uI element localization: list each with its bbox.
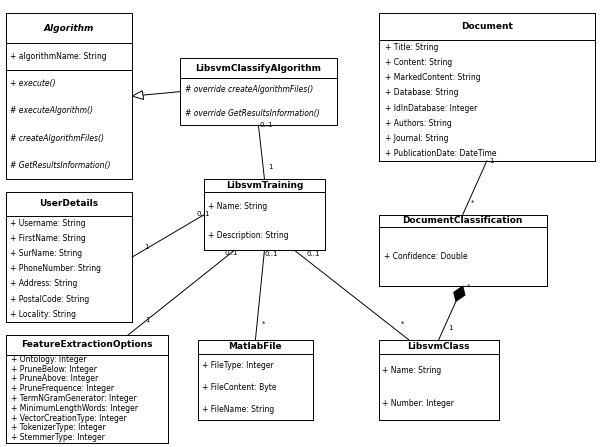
Text: + TermNGramGenerator: Integer: + TermNGramGenerator: Integer [11, 394, 136, 403]
Text: + MarkedContent: String: + MarkedContent: String [385, 73, 481, 82]
Text: + Address: String: + Address: String [10, 279, 77, 288]
Text: + Ontology: Integer: + Ontology: Integer [11, 355, 87, 364]
Text: + PostalCode: String: + PostalCode: String [10, 295, 89, 304]
Text: + Confidence: Double: + Confidence: Double [383, 252, 468, 261]
Text: 0..1: 0..1 [260, 122, 273, 128]
Text: # override createAlgorithmFiles(): # override createAlgorithmFiles() [185, 85, 313, 94]
Text: + FileType: Integer: + FileType: Integer [202, 361, 273, 370]
Text: LibsvmClassifyAlgorithm: LibsvmClassifyAlgorithm [195, 63, 322, 73]
Polygon shape [132, 91, 144, 100]
Text: + IdInDatabase: Integer: + IdInDatabase: Integer [385, 104, 477, 113]
Text: MatlabFile: MatlabFile [228, 342, 282, 351]
Text: 0..1: 0..1 [264, 251, 278, 257]
Text: *: * [467, 283, 471, 289]
Bar [379, 13, 595, 161]
Text: DocumentClassification: DocumentClassification [403, 216, 523, 225]
Text: + TokenizerType: Integer: + TokenizerType: Integer [11, 423, 106, 432]
Text: 1: 1 [145, 316, 150, 323]
Text: + algorithmName: String: + algorithmName: String [10, 52, 106, 61]
Text: *: * [471, 200, 475, 206]
Text: # GetResultsInformation(): # GetResultsInformation() [10, 161, 111, 170]
Bar [6, 335, 168, 443]
Bar [204, 179, 325, 250]
Text: + SurName: String: + SurName: String [10, 249, 82, 258]
Text: 0..1: 0..1 [224, 250, 237, 257]
Bar [180, 58, 337, 125]
Bar [6, 192, 132, 322]
Text: 1: 1 [144, 245, 149, 250]
Text: 1: 1 [448, 325, 453, 331]
Text: *: * [400, 320, 404, 327]
Text: + StemmerType: Integer: + StemmerType: Integer [11, 433, 105, 442]
Text: *: * [262, 320, 266, 327]
Text: + Database: String: + Database: String [385, 89, 459, 97]
Text: + PublicationDate: DateTime: + PublicationDate: DateTime [385, 149, 496, 158]
Text: + Name: String: + Name: String [208, 202, 267, 211]
Text: 0..1: 0..1 [196, 211, 210, 217]
Text: + Authors: String: + Authors: String [385, 118, 452, 128]
Text: + FileContent: Byte: + FileContent: Byte [202, 383, 276, 392]
Text: + Description: String: + Description: String [208, 231, 288, 240]
Text: 1: 1 [269, 164, 273, 170]
Text: + PruneFrequence: Integer: + PruneFrequence: Integer [11, 384, 114, 393]
Text: + Content: String: + Content: String [385, 58, 453, 67]
Text: 0..1: 0..1 [307, 251, 320, 257]
Text: + PruneBelow: Integer: + PruneBelow: Integer [11, 365, 97, 374]
Text: LibsvmTraining: LibsvmTraining [226, 181, 303, 190]
Text: 1: 1 [489, 158, 494, 164]
Text: + Number: Integer: + Number: Integer [382, 399, 454, 408]
Text: LibsvmClass: LibsvmClass [407, 342, 470, 351]
Text: + Username: String: + Username: String [10, 219, 85, 228]
Text: # override GetResultsInformation(): # override GetResultsInformation() [185, 109, 320, 118]
Text: UserDetails: UserDetails [40, 199, 99, 208]
Text: + FirstName: String: + FirstName: String [10, 234, 85, 243]
Bar [6, 13, 132, 179]
Text: + PruneAbove: Integer: + PruneAbove: Integer [11, 375, 98, 384]
Text: + VectorCreationType: Integer: + VectorCreationType: Integer [11, 413, 127, 422]
Text: + FileName: String: + FileName: String [202, 405, 274, 413]
Bar [379, 215, 547, 286]
Text: + Title: String: + Title: String [385, 43, 439, 52]
Text: + Journal: String: + Journal: String [385, 134, 448, 143]
Text: + PhoneNumber: String: + PhoneNumber: String [10, 264, 101, 273]
Bar [379, 340, 499, 420]
Text: # executeAlgorithm(): # executeAlgorithm() [10, 106, 93, 115]
Text: Document: Document [461, 22, 513, 31]
Text: # createAlgorithmFiles(): # createAlgorithmFiles() [10, 134, 104, 143]
Text: FeatureExtractionOptions: FeatureExtractionOptions [22, 341, 153, 350]
Bar [198, 340, 313, 420]
Text: + MinimumLengthWords: Integer: + MinimumLengthWords: Integer [11, 404, 138, 413]
Text: Algorithm: Algorithm [44, 24, 94, 33]
Text: + Name: String: + Name: String [382, 366, 442, 375]
Text: + execute(): + execute() [10, 80, 55, 89]
Polygon shape [454, 286, 465, 301]
Text: + Locality: String: + Locality: String [10, 310, 76, 319]
